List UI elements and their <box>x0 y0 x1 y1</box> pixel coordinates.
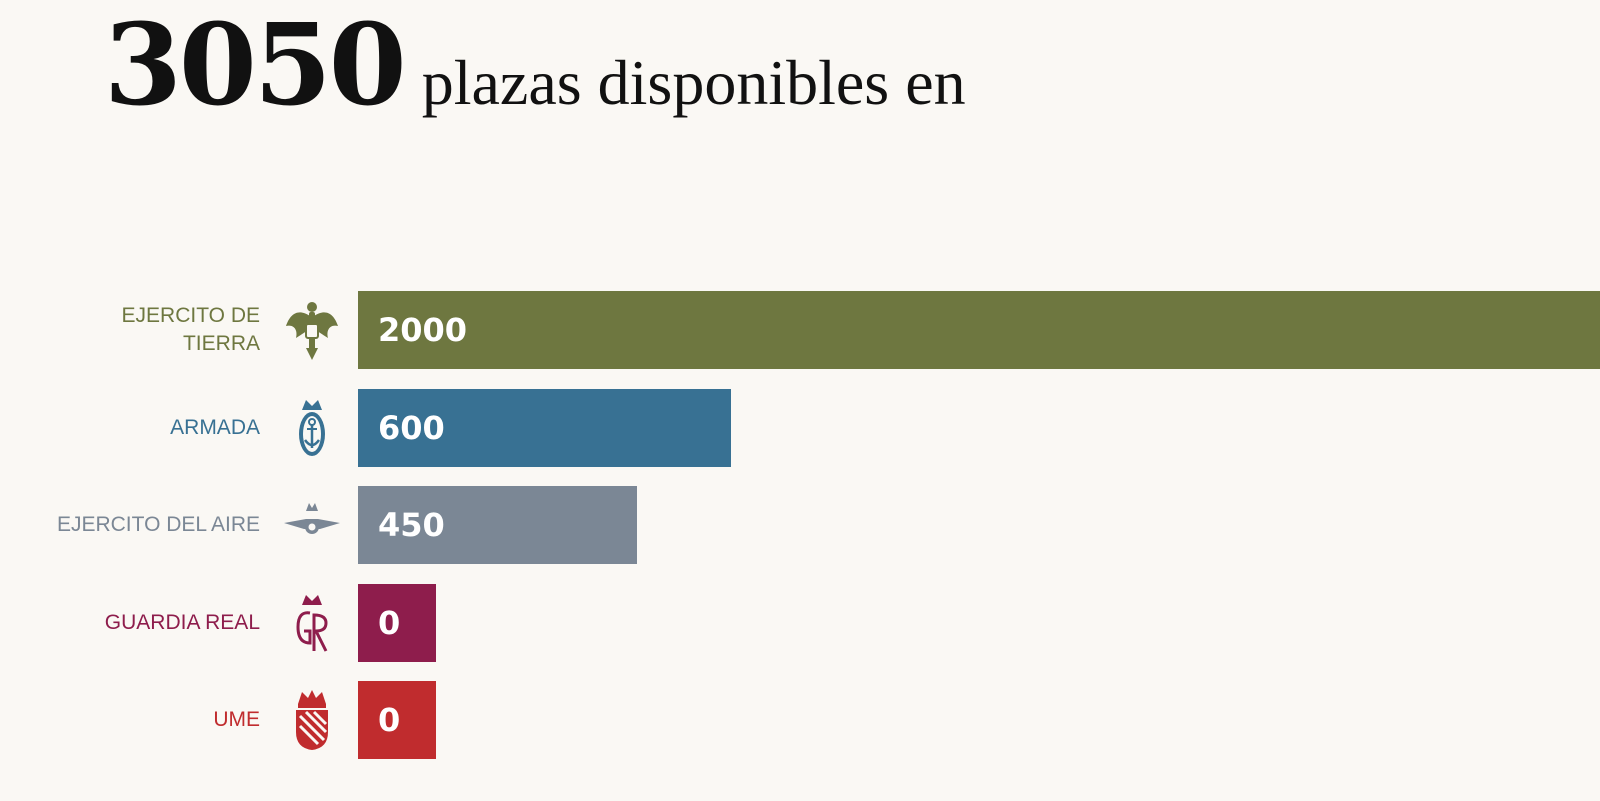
bar: 0 <box>358 583 436 662</box>
headline: 3050 plazas disponibles en <box>104 10 966 122</box>
bar: 0 <box>358 681 436 759</box>
bar-value-label: 2000 <box>378 311 468 349</box>
category-label: ARMADA <box>170 415 260 439</box>
bar: 450 <box>358 486 638 564</box>
bar-value-label: 600 <box>378 408 445 447</box>
wings-emblem-icon <box>284 493 340 557</box>
category-label: EJERCITO DE TIERRA <box>121 304 260 355</box>
bar-value-label: 0 <box>378 603 401 642</box>
bar: 600 <box>358 388 731 467</box>
crowned-shield-icon <box>284 688 340 752</box>
bar-value-label: 450 <box>378 506 445 544</box>
total-places-number: 3050 <box>104 0 407 131</box>
eagle-emblem-icon <box>284 298 340 362</box>
category-label: UME <box>213 708 260 731</box>
gr-monogram-icon <box>284 591 340 655</box>
bar-value-label: 0 <box>378 701 401 739</box>
bar: 2000 <box>358 291 1600 369</box>
category-label: GUARDIA REAL <box>104 610 260 634</box>
headline-text: plazas disponibles en <box>421 47 966 118</box>
anchor-emblem-icon <box>284 396 340 460</box>
category-label: EJERCITO DEL AIRE <box>56 513 260 536</box>
